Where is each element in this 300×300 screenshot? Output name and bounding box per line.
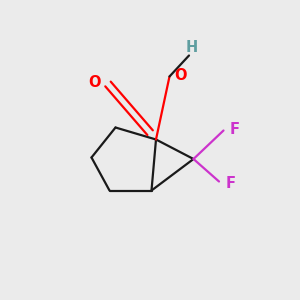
Text: O: O	[88, 75, 101, 90]
Text: H: H	[185, 40, 197, 55]
Text: F: F	[225, 176, 236, 190]
Text: F: F	[230, 122, 240, 136]
Text: O: O	[175, 68, 187, 82]
